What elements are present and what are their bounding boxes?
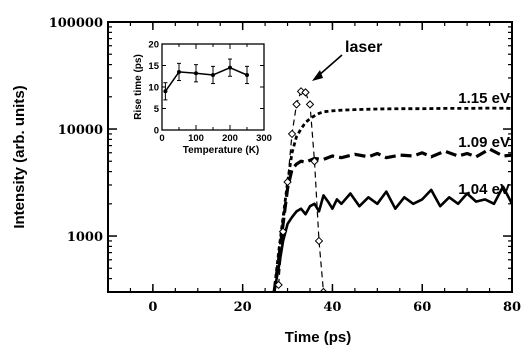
laser-point (278, 227, 288, 236)
laser-point (305, 100, 315, 109)
y-axis-label: Intensity (arb. units) (11, 85, 28, 228)
y-tick-label: 100000 (49, 16, 103, 31)
inset-x-tick-label: 0 (159, 133, 164, 144)
series-line-1-04-ev (272, 185, 512, 292)
series-line-1-09-ev (272, 147, 512, 292)
inset-x-axis-label: Temperature (K) (183, 145, 260, 156)
inset-plot: 0 100 200 300 0 5 10 15 20 Temperature (K) Rise ti… (133, 40, 272, 157)
laser-point (310, 157, 319, 166)
inset-x-tick-label: 300 (256, 133, 272, 144)
x-tick-label: 0 (148, 300, 157, 315)
series-line-1-15-ev (272, 106, 512, 292)
inset-x-tick-label: 100 (188, 133, 204, 144)
laser-point (287, 129, 297, 139)
laser-point (274, 280, 283, 290)
inset-y-tick-label: 0 (154, 126, 159, 137)
laser-arrow-head (312, 70, 323, 81)
series-label: 1.09 eV (458, 134, 510, 151)
x-tick-label: 60 (413, 300, 431, 315)
y-tick-label: 1000 (67, 230, 103, 245)
inset-point (194, 71, 198, 76)
inset-point (211, 72, 215, 77)
inset-y-axis-label: Rise time (ps) (133, 54, 144, 120)
inset-y-tick-label: 10 (148, 83, 159, 94)
y-tick-label: 10000 (58, 123, 103, 138)
x-tick-label: 80 (503, 300, 521, 315)
laser-arrow-line (317, 54, 343, 77)
laser-point (314, 236, 324, 246)
x-tick-label: 40 (323, 300, 341, 315)
series-label: 1.04 eV (458, 181, 510, 198)
laser-annotation: laser (345, 39, 382, 56)
inset-point (163, 89, 168, 94)
inset-background (162, 44, 264, 130)
laser-point (283, 177, 292, 187)
inset-point (177, 69, 181, 74)
inset-y-tick-label: 15 (148, 61, 159, 72)
x-tick-label: 20 (234, 300, 252, 315)
x-axis-label: Time (ps) (285, 329, 351, 346)
inset-x-tick-label: 200 (222, 133, 238, 144)
inset-y-tick-label: 5 (154, 104, 160, 115)
inset-y-tick-label: 20 (148, 40, 159, 51)
series-label: 1.15 eV (458, 90, 510, 107)
laser-point (301, 88, 310, 97)
inset-point (245, 72, 249, 77)
inset-point (228, 65, 232, 70)
inset-frame (161, 43, 265, 131)
laser-point (292, 100, 301, 109)
inset-series-line (164, 66, 248, 92)
plot-frame (107, 21, 513, 293)
